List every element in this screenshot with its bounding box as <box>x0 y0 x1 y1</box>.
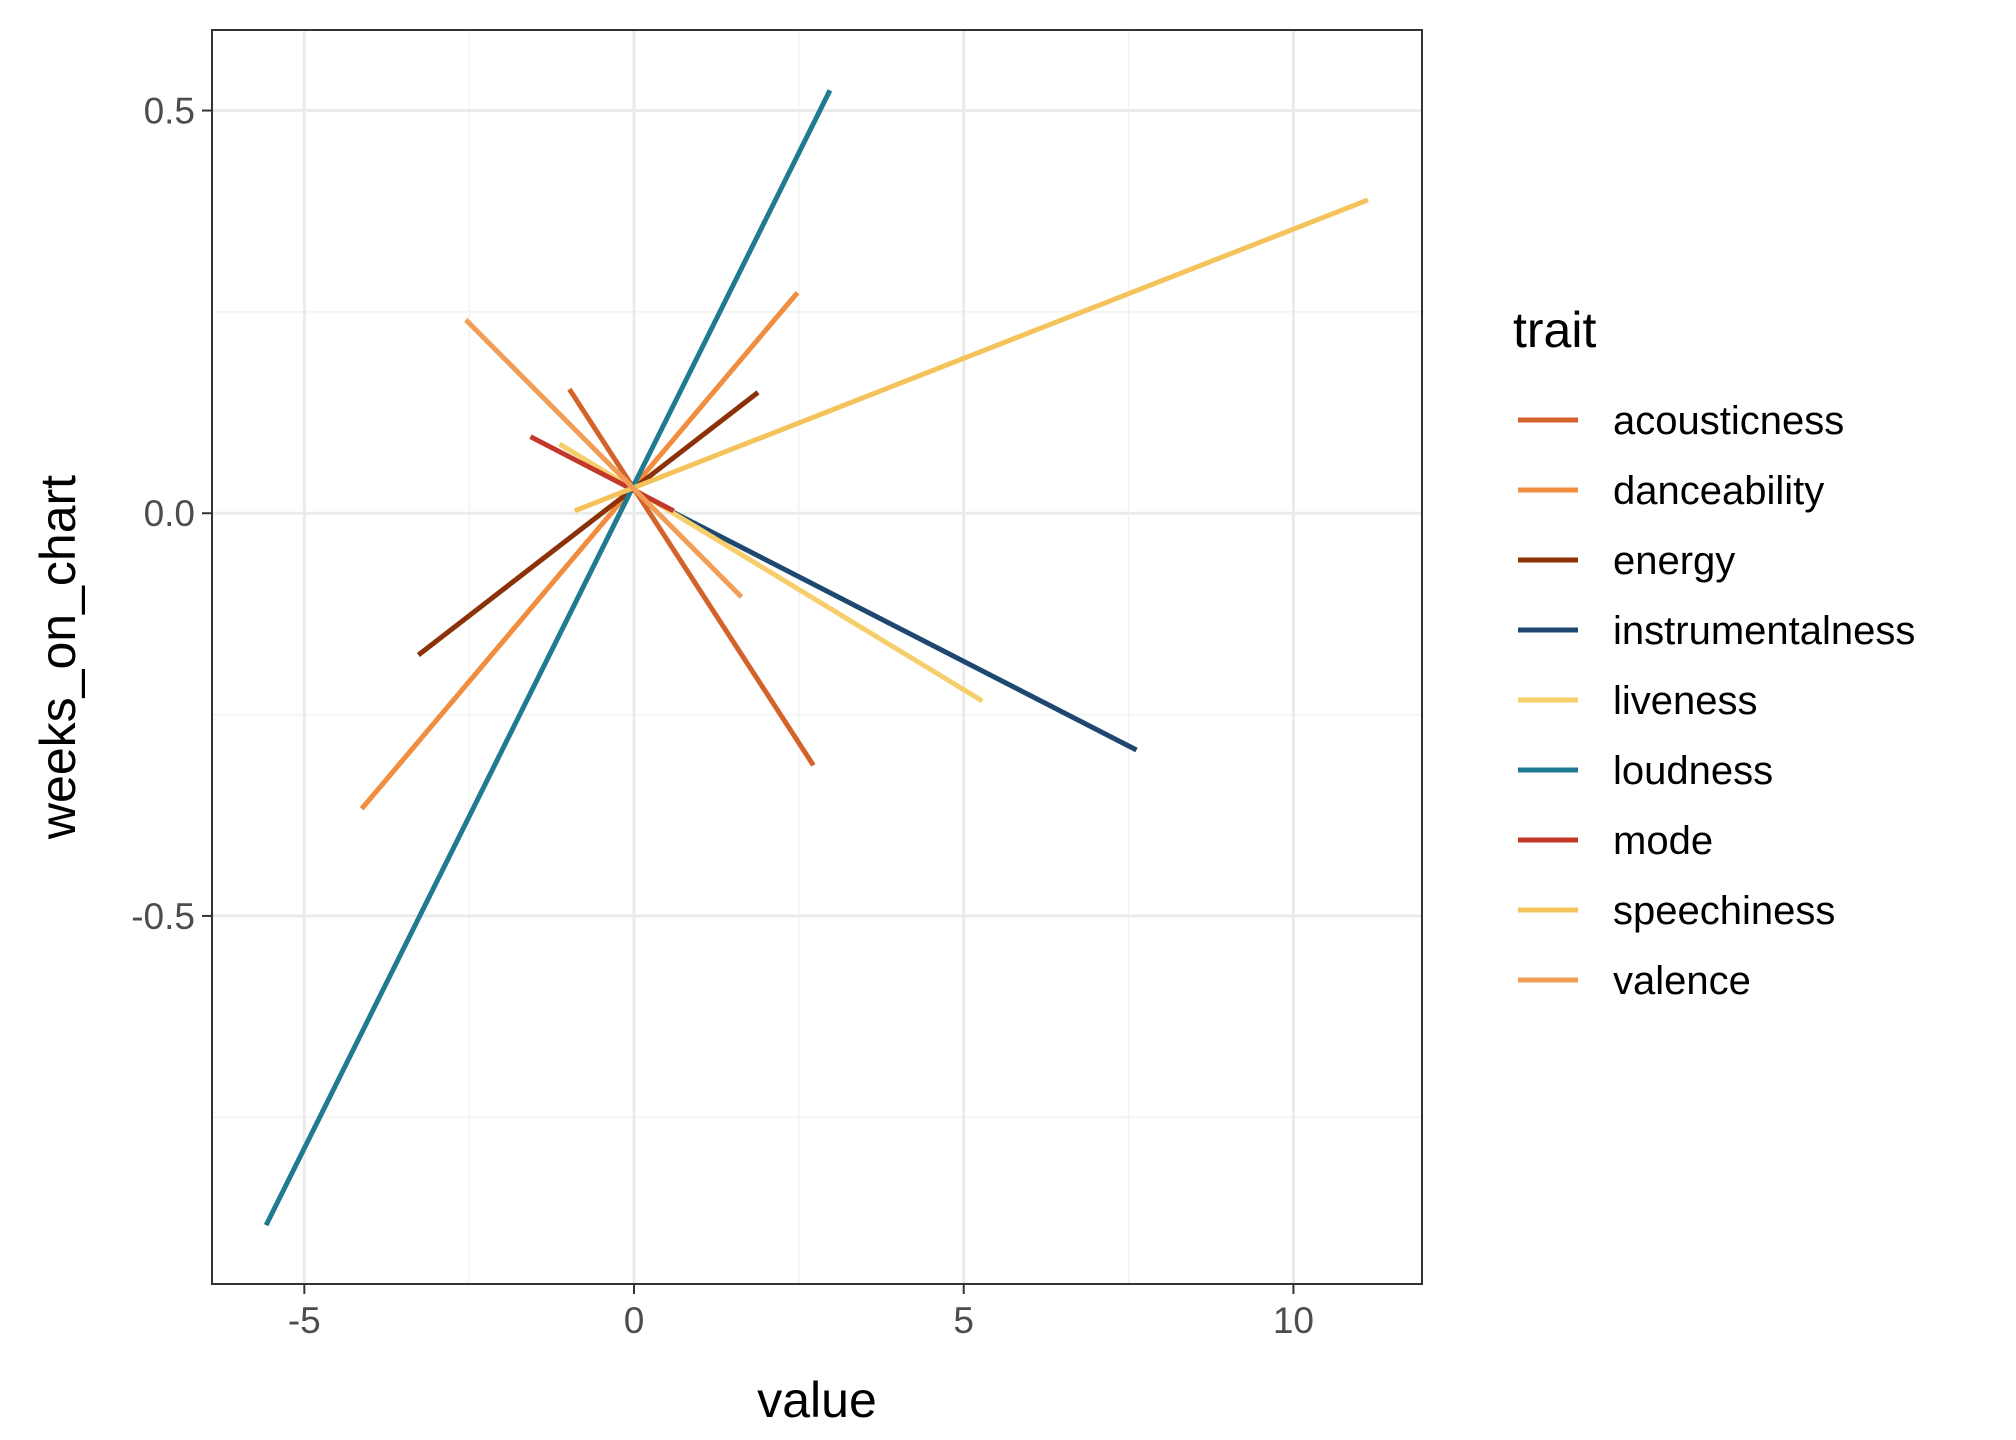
y-tick-label: 0.0 <box>144 493 195 534</box>
legend-label-danceability: danceability <box>1613 469 1824 513</box>
grid <box>212 30 1422 1284</box>
legend-title: trait <box>1513 302 1596 358</box>
y-tick-label: -0.5 <box>131 896 195 937</box>
series-lines <box>263 89 1369 1227</box>
series-line-danceability <box>359 290 800 811</box>
legend-label-mode: mode <box>1613 819 1713 863</box>
x-tick-label: 0 <box>624 1300 645 1341</box>
legend-label-loudness: loudness <box>1613 749 1773 793</box>
series-line-mode <box>529 434 675 514</box>
x-tick-label: 5 <box>953 1300 974 1341</box>
y-axis-title: weeks_on_chart <box>30 475 86 840</box>
plot-border <box>211 29 1423 1285</box>
x-tick-label: 10 <box>1273 1300 1314 1341</box>
legend-label-energy: energy <box>1613 539 1735 583</box>
x-axis-title: value <box>757 1372 877 1428</box>
series-line-energy <box>416 390 760 657</box>
legend: trait acousticness danceability energy inst… <box>1513 302 1915 1003</box>
y-tick-label: 0.5 <box>144 91 195 132</box>
x-tick-label: -5 <box>288 1300 321 1341</box>
legend-label-liveness: liveness <box>1613 679 1758 723</box>
legend-label-speechiness: speechiness <box>1613 889 1835 933</box>
y-axis: 0.5 0.0 -0.5 <box>131 91 212 937</box>
series-line-speechiness <box>573 197 1369 514</box>
series-line-valence <box>464 318 744 599</box>
series-line-instrumentalness <box>669 508 1138 753</box>
x-axis: -5 0 5 10 <box>288 1284 1314 1341</box>
plot-background <box>212 30 1422 1284</box>
legend-label-valence: valence <box>1613 959 1751 1003</box>
legend-label-acousticness: acousticness <box>1613 399 1844 443</box>
series-line-loudness <box>263 89 833 1227</box>
series-line-acousticness <box>567 387 816 767</box>
legend-label-instrumentalness: instrumentalness <box>1613 609 1915 653</box>
